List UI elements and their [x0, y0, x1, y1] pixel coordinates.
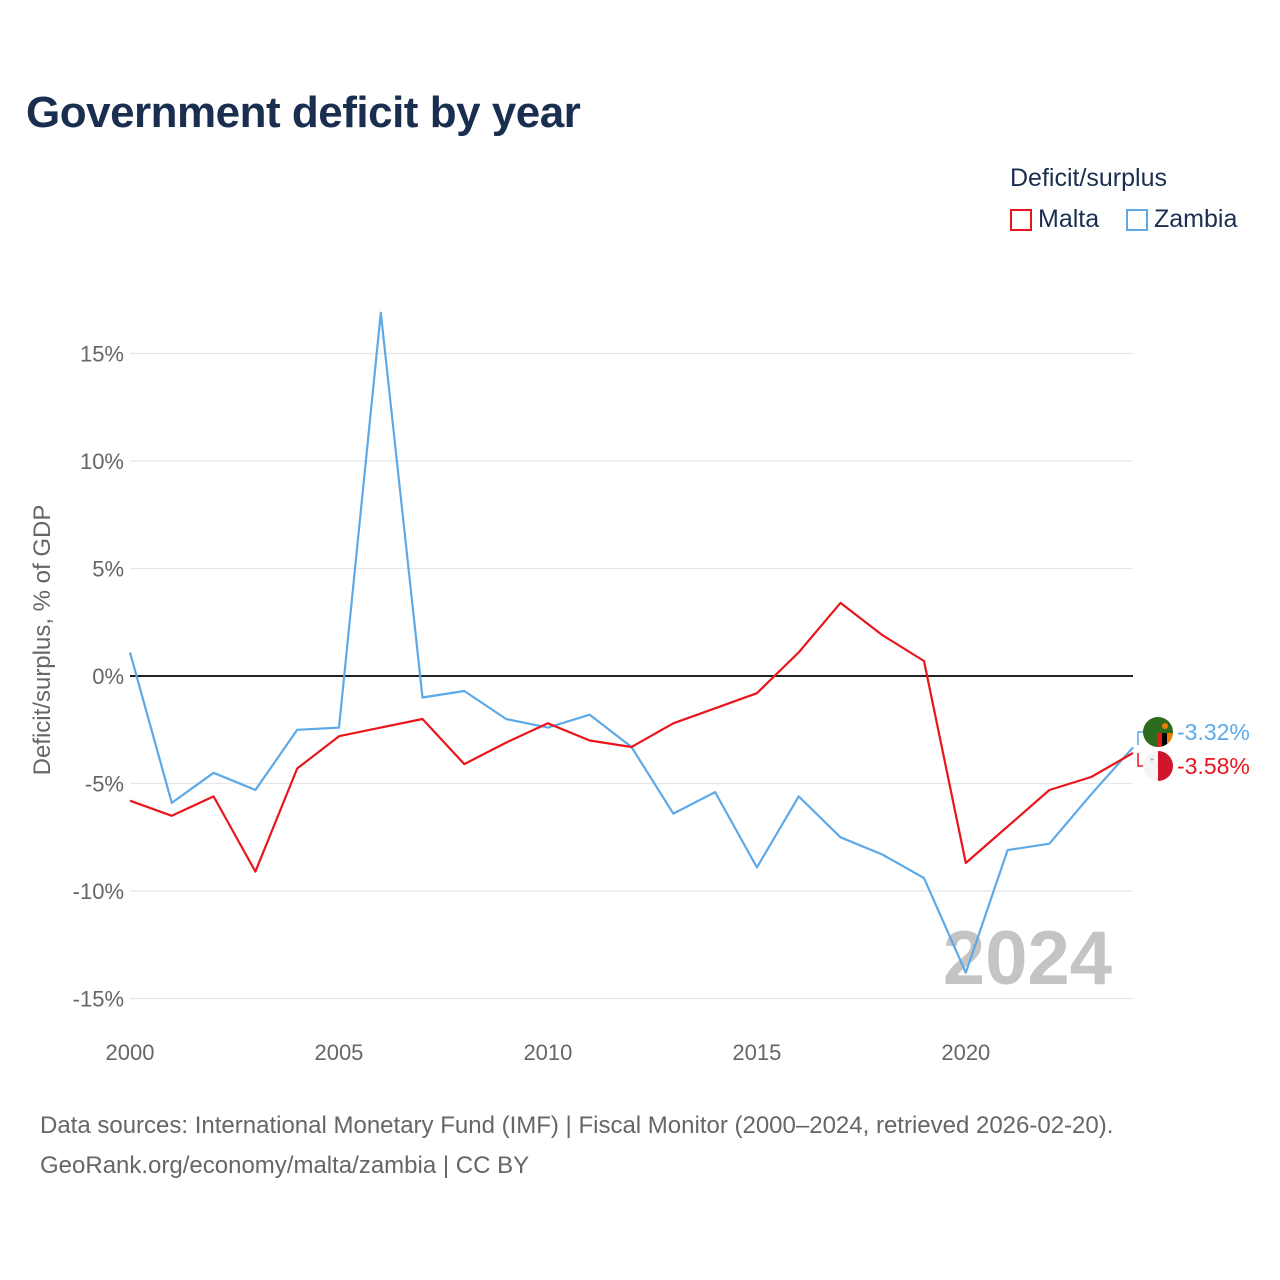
- grid-lines: [130, 352, 1133, 1000]
- x-tick-label: 2015: [732, 1040, 781, 1065]
- chart-title: Government deficit by year: [26, 88, 581, 137]
- series-line-zambia: [128, 311, 1134, 974]
- series-line-malta: [129, 601, 1134, 873]
- legend-label-zambia: Zambia: [1154, 205, 1238, 233]
- y-tick-label: -10%: [73, 879, 124, 904]
- x-axis-ticks: 2000 2005 2010 2015 2020: [106, 1040, 991, 1065]
- zambia-flag-icon: [1143, 717, 1173, 747]
- source-note: Data sources: International Monetary Fun…: [40, 1106, 1113, 1186]
- legend-label-malta: Malta: [1038, 205, 1100, 233]
- y-tick-label: -5%: [85, 772, 124, 797]
- y-tick-label: 5%: [92, 557, 124, 582]
- legend-swatch-malta: [1010, 208, 1032, 231]
- y-tick-label: 0%: [92, 664, 124, 689]
- malta-end-value: -3.58%: [1177, 753, 1250, 779]
- x-tick-label: 2005: [314, 1040, 363, 1065]
- y-tick-label: 10%: [80, 449, 124, 474]
- x-tick-label: 2000: [106, 1040, 155, 1065]
- end-labels: + -3.32% -3.58%: [1137, 717, 1250, 781]
- legend-item-malta[interactable]: Malta: [1010, 205, 1099, 234]
- series-lines: [128, 311, 1134, 974]
- legend-swatch-zambia: [1126, 208, 1148, 231]
- svg-text:+: +: [1150, 755, 1155, 764]
- y-axis-ticks: 15% 10% 5% 0% -5% -10% -15%: [73, 342, 124, 1012]
- source-line-2[interactable]: GeoRank.org/economy/malta/zambia | CC BY: [40, 1152, 530, 1179]
- y-tick-label: 15%: [80, 342, 124, 367]
- zambia-end-value: -3.32%: [1177, 719, 1250, 745]
- y-tick-label: -15%: [73, 987, 124, 1012]
- source-line-1: Data sources: International Monetary Fun…: [40, 1112, 1114, 1139]
- legend-title: Deficit/surplus: [1010, 164, 1167, 192]
- malta-flag-icon: +: [1143, 751, 1173, 781]
- y-axis-label: Deficit/surplus, % of GDP: [29, 505, 56, 776]
- legend-item-zambia[interactable]: Zambia: [1126, 205, 1237, 234]
- year-watermark: 2024: [943, 916, 1112, 1001]
- x-tick-label: 2010: [523, 1040, 572, 1065]
- line-chart: 15%10%5%0%-5%-10%-15% 2000 2005 2010 2015 20…: [29, 311, 1250, 1065]
- x-tick-label: 2020: [941, 1040, 990, 1065]
